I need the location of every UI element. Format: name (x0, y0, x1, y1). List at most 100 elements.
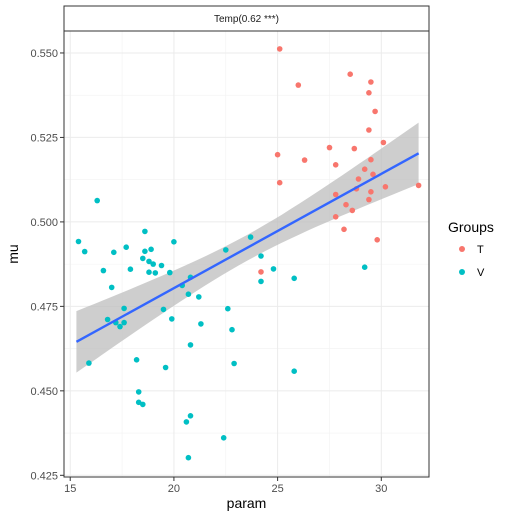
data-point-v (121, 305, 127, 312)
data-point-v (247, 234, 254, 240)
y-tick-label: 0.425 (30, 470, 58, 482)
data-point-v (187, 342, 194, 348)
data-point-v (220, 435, 227, 441)
data-point-t (341, 226, 347, 233)
data-point-t (361, 166, 368, 172)
data-point-v (150, 261, 156, 267)
data-point-v (231, 360, 237, 367)
data-point-v (94, 197, 100, 204)
x-axis-label: param (227, 495, 267, 511)
y-tick-label: 0.450 (30, 386, 58, 398)
data-point-t (301, 157, 308, 163)
data-point-v (117, 323, 123, 330)
axes: 15 20 25 30 0.425 0.450 0.475 0.500 0.525 0.550 (30, 48, 387, 495)
data-point-v (135, 389, 142, 395)
legend-key-v (459, 269, 465, 275)
data-point-v (291, 368, 298, 375)
data-point-v (148, 246, 154, 253)
data-point-v (140, 255, 146, 262)
y-tick-label: 0.525 (30, 132, 58, 144)
data-point-v (187, 413, 194, 419)
data-point-v (167, 269, 173, 276)
data-point-v (140, 401, 146, 408)
data-point-v (142, 228, 148, 235)
data-point-v (127, 266, 134, 273)
data-point-v (152, 270, 159, 276)
data-point-t (332, 191, 339, 198)
x-tick-label: 25 (271, 483, 283, 495)
data-point-t (368, 79, 374, 85)
data-point-t (326, 144, 333, 151)
data-point-v (158, 262, 165, 269)
data-point-t (349, 207, 356, 214)
data-point-v (361, 264, 368, 271)
data-point-v (111, 249, 117, 256)
data-point-t (332, 162, 339, 168)
data-point-t (276, 179, 283, 186)
data-point-t (276, 46, 283, 52)
data-point-t (368, 189, 374, 195)
data-point-t (368, 156, 374, 163)
data-point-t (372, 108, 378, 115)
data-point-v (146, 269, 152, 276)
data-point-v (75, 238, 82, 245)
data-point-t (366, 127, 372, 133)
data-point-v (133, 357, 140, 363)
data-point-t (343, 201, 349, 208)
legend-key-t (459, 246, 465, 252)
data-point-v (146, 258, 152, 265)
legend: Groups TV (448, 219, 494, 279)
data-point-v (198, 321, 204, 327)
data-point-v (142, 248, 148, 255)
data-point-t (382, 184, 389, 190)
data-point-v (258, 278, 264, 285)
data-point-v (171, 239, 177, 245)
y-tick-label: 0.550 (30, 48, 58, 60)
y-tick-label: 0.500 (30, 217, 58, 229)
data-point-v (223, 247, 229, 253)
data-point-v (86, 360, 92, 366)
x-tick-label: 30 (375, 483, 387, 495)
y-tick-label: 0.475 (30, 301, 58, 313)
data-point-t (295, 82, 302, 88)
data-point-t (366, 90, 372, 96)
data-point-v (229, 326, 235, 333)
data-point-t (351, 145, 358, 152)
data-point-t (374, 237, 381, 243)
x-tick-label: 20 (168, 483, 180, 495)
data-point-t (370, 171, 376, 178)
data-point-t (415, 182, 422, 189)
data-point-v (258, 253, 264, 259)
data-point-v (270, 266, 277, 272)
legend-title: Groups (448, 219, 494, 235)
data-point-v (291, 275, 298, 282)
data-point-v (196, 294, 202, 300)
facet-strip-background (63, 5, 430, 32)
data-point-v (169, 316, 175, 322)
data-point-v (160, 306, 167, 313)
data-point-t (366, 196, 372, 203)
y-axis-label: mu (5, 244, 21, 263)
data-point-v (123, 244, 129, 250)
data-point-t (332, 214, 339, 220)
data-point-v (121, 319, 127, 326)
data-point-t (274, 151, 281, 158)
plot-area (63, 30, 430, 478)
data-point-t (355, 176, 362, 182)
data-point-v (108, 284, 115, 291)
trend-line (75, 152, 420, 343)
facet-strip: Temp(0.62 ***) (63, 5, 430, 32)
facet-title: Temp(0.62 ***) (214, 14, 279, 25)
data-point-v (162, 364, 169, 371)
data-point-t (380, 139, 387, 146)
legend-label-t: T (477, 244, 484, 256)
data-point-t (258, 269, 264, 275)
data-point-v (185, 454, 192, 461)
data-point-v (183, 419, 190, 425)
data-point-v (100, 267, 107, 274)
data-point-v (104, 316, 111, 323)
data-point-v (185, 291, 192, 298)
legend-label-v: V (477, 267, 485, 279)
data-point-t (347, 71, 354, 77)
